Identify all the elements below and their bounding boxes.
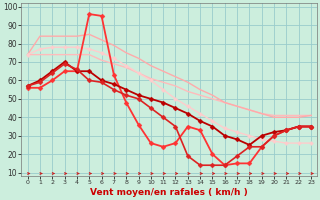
X-axis label: Vent moyen/en rafales ( km/h ): Vent moyen/en rafales ( km/h ) (91, 188, 248, 197)
